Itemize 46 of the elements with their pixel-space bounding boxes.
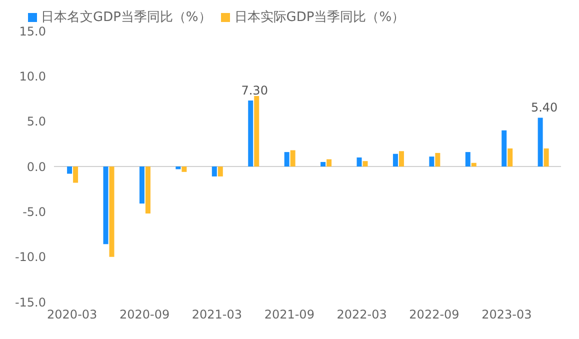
bar xyxy=(429,156,434,166)
bar xyxy=(362,161,368,166)
bar xyxy=(103,166,108,244)
data-label: 5.40 xyxy=(530,100,558,115)
y-tick-label: 15.0 xyxy=(19,24,46,38)
bar xyxy=(254,96,260,166)
bar xyxy=(465,152,470,166)
y-tick-label: -10.0 xyxy=(14,250,46,264)
bar xyxy=(544,148,549,166)
x-tick-label: 2022-09 xyxy=(409,308,460,322)
y-tick-label: 10.0 xyxy=(19,69,46,84)
bar xyxy=(290,150,296,166)
bar xyxy=(109,166,114,257)
x-tick-label: 2020-09 xyxy=(119,308,170,322)
x-tick-label: 2020-03 xyxy=(47,308,98,322)
legend-label: 日本实际GDP当季同比（%） xyxy=(234,10,405,25)
bar xyxy=(502,130,507,166)
bar xyxy=(326,159,332,166)
y-tick-label: 5.0 xyxy=(26,114,46,129)
x-tick-label: 2022-03 xyxy=(336,308,387,322)
bar xyxy=(176,166,181,170)
bar xyxy=(182,166,187,172)
bar xyxy=(508,148,513,166)
bar xyxy=(392,154,398,166)
y-tick-label: -15.0 xyxy=(14,295,46,310)
bar xyxy=(218,166,223,176)
x-tick-label: 2021-03 xyxy=(192,308,242,322)
x-tick-label: 2021-09 xyxy=(264,308,314,322)
y-tick-label: 0.0 xyxy=(26,160,46,174)
bar xyxy=(73,166,78,183)
bar xyxy=(471,162,476,166)
bar xyxy=(284,152,290,166)
bar xyxy=(212,166,217,176)
bar xyxy=(320,162,326,166)
bar xyxy=(398,151,404,166)
bar xyxy=(145,166,150,214)
bar xyxy=(538,118,543,166)
bar xyxy=(356,157,362,166)
legend-label: 日本名文GDP当季同比（%） xyxy=(41,10,212,25)
bar xyxy=(139,166,144,204)
bar xyxy=(435,152,440,166)
bar xyxy=(248,100,254,166)
data-label: 7.30 xyxy=(241,84,268,98)
x-tick-label: 2023-03 xyxy=(482,308,532,322)
y-tick-label: -5.0 xyxy=(22,204,46,219)
bar xyxy=(67,166,72,174)
